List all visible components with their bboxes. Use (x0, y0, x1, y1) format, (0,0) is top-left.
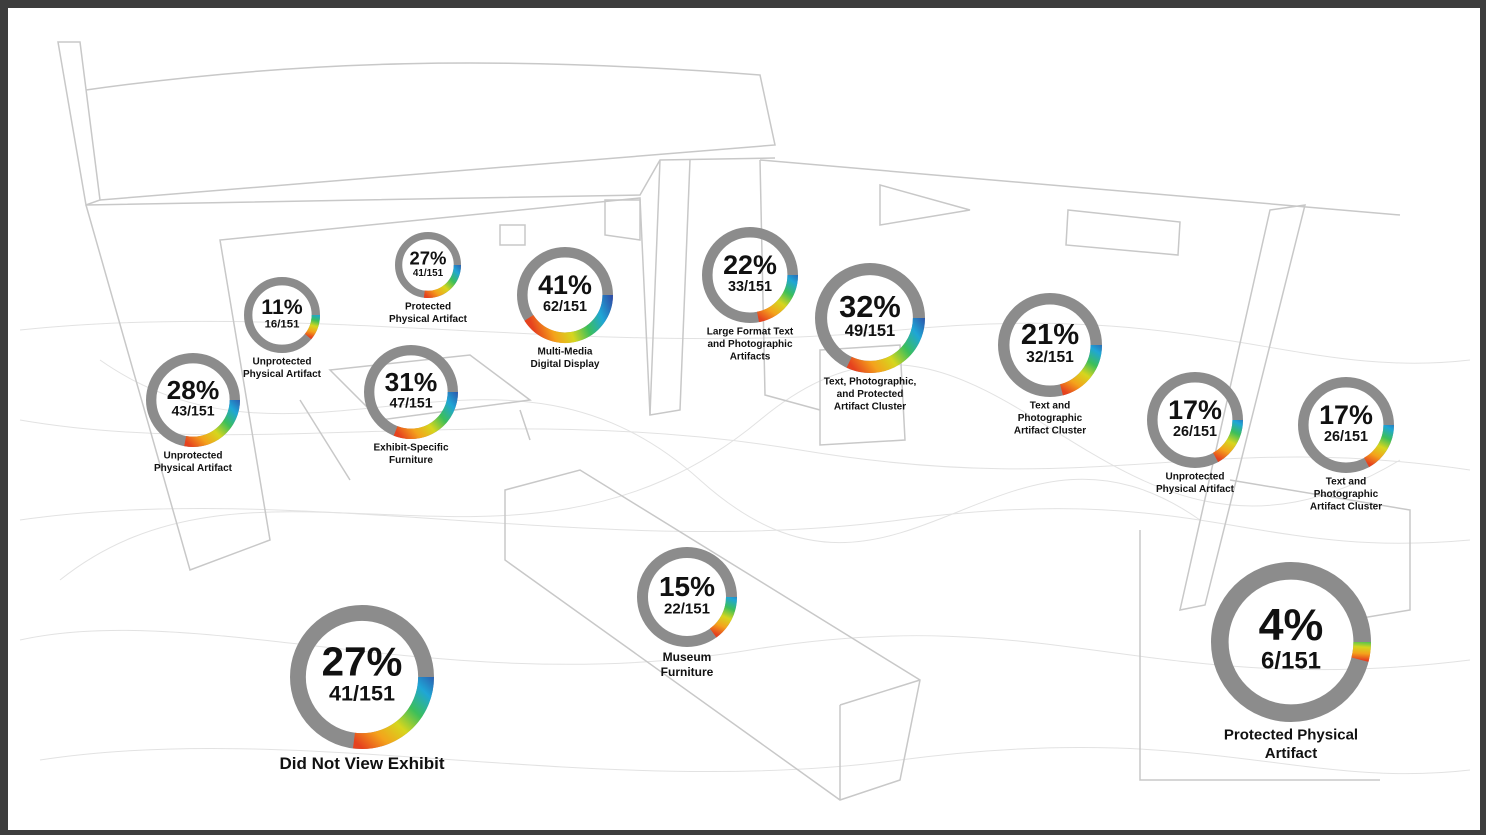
ring-percent: 27% (410, 247, 447, 268)
ring-percent: 11% (261, 295, 302, 319)
ring-arc (1212, 419, 1243, 463)
ring-label: Text and (1030, 401, 1070, 412)
ring-label: Protected (405, 302, 451, 313)
ring-label: Digital Display (531, 359, 600, 370)
ring-label: and Photographic (708, 339, 793, 350)
ring-count: 26/151 (1324, 429, 1368, 445)
ring-percent: 22% (723, 250, 777, 280)
ring-arc (304, 314, 320, 340)
ring-label: Exhibit-Specific (373, 443, 448, 454)
ring-percent: 32% (839, 289, 901, 324)
ring-arc (1351, 641, 1371, 662)
ring-arc (1363, 424, 1394, 468)
ring-label: Furniture (389, 455, 433, 466)
ring-label: Multi-Media (538, 347, 593, 358)
ring-label: Text and (1326, 477, 1366, 488)
ring-arc (184, 399, 240, 447)
ring-label: Physical Artifact (1156, 484, 1235, 495)
ring-percent: 31% (385, 367, 438, 397)
ring-label: Artifact Cluster (834, 402, 906, 413)
ring-arc (423, 264, 461, 298)
ring-label: Protected Physical (1224, 726, 1358, 743)
ring-label: Photographic (1314, 489, 1379, 500)
ring-label: Artifact (1265, 745, 1318, 762)
ring-count: 16/151 (265, 319, 301, 331)
ring-arc (352, 676, 434, 749)
ring-arc (846, 317, 925, 373)
ring-percent: 17% (1168, 395, 1222, 425)
ring-label: Photographic (1018, 413, 1083, 424)
ring-count: 6/151 (1261, 647, 1321, 674)
ring-label: Artifacts (730, 352, 771, 363)
ring-label: Did Not View Exhibit (280, 754, 445, 773)
ring-count: 43/151 (171, 402, 214, 418)
ring-percent: 21% (1021, 319, 1079, 351)
ring-label: Physical Artifact (154, 463, 233, 474)
ring-arc (1059, 344, 1102, 396)
ring-count: 49/151 (845, 322, 895, 340)
ring-percent: 17% (1319, 400, 1373, 430)
ring: 4%6/151 Protected Physical Artifact (1211, 561, 1372, 762)
ring-label: Furniture (661, 665, 714, 679)
ring-count: 22/151 (664, 600, 710, 617)
ring-percent: 27% (322, 638, 403, 684)
ring-label: Unprotected (253, 357, 312, 368)
ring-label: Text, Photographic, (824, 377, 917, 388)
ring-arc (709, 596, 737, 638)
ring: 32%49/151 Text, Photographic,and Protecte… (814, 262, 925, 413)
ring-count: 47/151 (389, 394, 432, 410)
ring-percent: 41% (538, 270, 592, 300)
ring-arc (524, 294, 613, 343)
ring-label: Artifact Cluster (1310, 502, 1382, 513)
ring-percent: 4% (1259, 600, 1324, 650)
ring-count: 33/151 (728, 279, 772, 295)
ring-count: 41/151 (329, 681, 395, 706)
ring-arc (393, 391, 458, 439)
ring-label: Physical Artifact (243, 369, 322, 380)
ring-label: Artifact Cluster (1014, 426, 1086, 437)
ring-percent: 15% (659, 571, 715, 602)
ring-count: 26/151 (1173, 424, 1217, 440)
ring-label: Museum (663, 650, 712, 664)
ring-count: 62/151 (543, 299, 587, 315)
ring-label: and Protected (837, 389, 904, 400)
ring-percent: 28% (167, 375, 220, 405)
ring: 27%41/151 Did Not View Exhibit (280, 604, 445, 773)
ring-label: Unprotected (1166, 472, 1225, 483)
museum-sketch (19, 41, 1471, 801)
ring-arc (756, 274, 798, 323)
ring-label: Unprotected (164, 451, 223, 462)
ring-label: Physical Artifact (389, 314, 468, 325)
ring-label: Large Format Text (707, 327, 794, 338)
ring-count: 41/151 (413, 268, 444, 279)
ring-count: 32/151 (1026, 349, 1074, 366)
